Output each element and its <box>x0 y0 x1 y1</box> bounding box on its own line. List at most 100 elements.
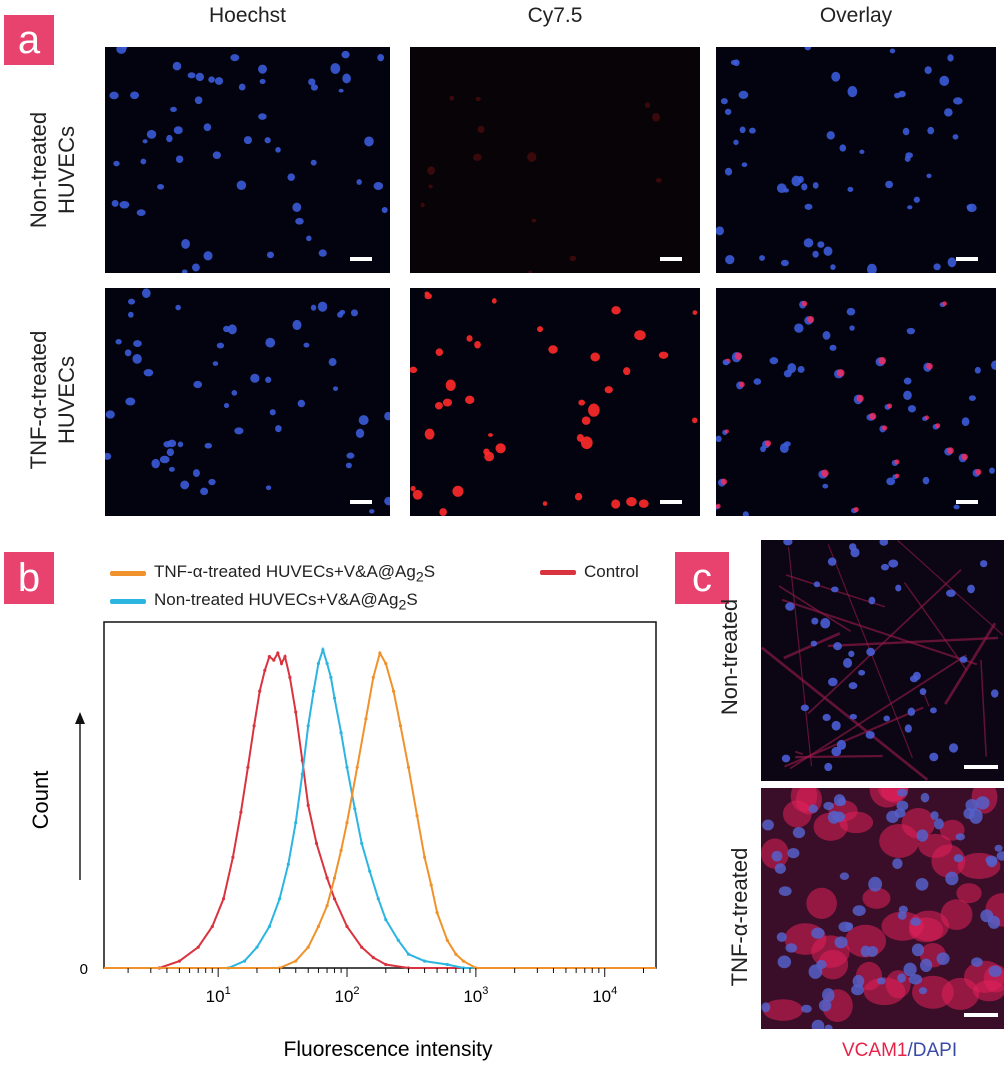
series-1-point-13 <box>329 675 333 679</box>
micrograph-hoechst-non-treated-svg-nucleus-53 <box>318 249 327 257</box>
micrograph-overlay-tnf-treated-svg-nucleus-15 <box>797 365 805 373</box>
micrograph-overlay-non-treated-svg-nucleus-28 <box>847 86 858 98</box>
micrograph-vcam-tnf-treated-svg-membrane-37 <box>918 833 953 858</box>
micrograph-overlay-tnf-treated-svg-red-spot-32 <box>836 369 845 377</box>
micrograph-cy75-tnf-treated-svg-nucleus-11 <box>638 499 649 508</box>
series-2-point-6 <box>339 848 343 852</box>
series-0-point-10 <box>263 668 267 672</box>
micrograph-overlay-non-treated-svg-nucleus-27 <box>791 175 802 187</box>
micrograph-hoechst-non-treated-svg-nucleus-19 <box>119 201 130 209</box>
micrograph-hoechst-non-treated-svg-nucleus-24 <box>373 181 384 191</box>
micrograph-cy75-non-treated-svg-nucleus-5 <box>531 218 537 223</box>
micrograph-vcam-tnf-treated-svg-nucleus-13 <box>996 851 1004 861</box>
micrograph-overlay-tnf-treated-svg-red-spot-23 <box>869 412 877 420</box>
micrograph-vcam-tnf-treated-svg-membrane-28 <box>806 887 837 919</box>
series-0-point-24 <box>360 945 364 949</box>
micrograph-hoechst-non-treated-svg-nucleus-4 <box>212 151 222 160</box>
micrograph-vcam-tnf-treated-svg-nucleus-66 <box>832 811 846 823</box>
micrograph-vcam-tnf-treated-svg-nucleus-64 <box>801 1004 812 1013</box>
micrograph-hoechst-tnf-treated-svg-nucleus-37 <box>269 409 276 416</box>
micrograph-vcam-tnf-treated-svg-nucleus-31 <box>822 988 835 1003</box>
micrograph-cy75-tnf-treated-svg-nucleus-33 <box>576 433 584 442</box>
series-1-point-21 <box>384 918 388 922</box>
micrograph-hoechst-tnf-treated-svg-nucleus-1 <box>303 342 310 348</box>
legend-label-tnf-sub: 2 <box>415 569 424 586</box>
micrograph-cy75-tnf-treated-svg-nucleus-37 <box>412 489 423 500</box>
micrograph-overlay-non-treated-svg-nucleus-21 <box>839 144 847 152</box>
micrograph-hoechst-non-treated-svg-nucleus-11 <box>308 78 316 86</box>
series-1-point-23 <box>406 952 411 956</box>
micrograph-cy75-tnf-treated-svg-nucleus-25 <box>488 433 493 437</box>
series-2-point-11 <box>378 651 382 655</box>
micrograph-vcam-tnf-treated-svg-nucleus-6 <box>987 915 1001 929</box>
micrograph-hoechst-non-treated-svg-nucleus-50 <box>381 206 388 214</box>
legend-label-non-treated: Non-treated HUVECs+V&A@Ag2S <box>154 590 418 613</box>
series-2-point-2 <box>306 945 310 949</box>
micrograph-vcam-tnf-treated-svg-membrane-38 <box>879 824 920 858</box>
micrograph-vcam-tnf-treated-svg-nucleus-67 <box>897 788 908 797</box>
micrograph-hoechst-non-treated-svg-nucleus-16 <box>113 160 120 167</box>
micrograph-hoechst-non-treated-svg-nucleus-44 <box>356 179 362 185</box>
micrograph-vcam-tnf-treated-svg-nucleus-59 <box>811 927 825 939</box>
micrograph-overlay-tnf-treated-svg-red-spot-12 <box>924 415 930 420</box>
micrograph-overlay-non-treated-svg-nucleus-51 <box>944 108 953 117</box>
micrograph-overlay-tnf-treated-svg-nucleus-51 <box>903 390 912 400</box>
micrograph-overlay-non-treated-svg-nucleus-8 <box>716 226 724 236</box>
series-0-point-16 <box>288 675 292 679</box>
micrograph-hoechst-tnf-treated-svg-nucleus-20 <box>177 441 184 448</box>
column-header-overlay: Overlay <box>819 4 893 27</box>
micrograph-vcam-non-treated-svg-nucleus-31 <box>980 560 988 568</box>
micrograph-vcam-non-treated-svg-nucleus-39 <box>800 704 809 712</box>
micrograph-overlay-tnf-treated-svg-nucleus-31 <box>903 377 912 385</box>
micrograph-overlay-non-treated-svg-nucleus-33 <box>933 263 941 271</box>
series-0-point-23 <box>345 924 349 929</box>
histogram-series-group <box>104 646 656 970</box>
micrograph-overlay-tnf-treated-svg-red-spot-27 <box>807 315 815 324</box>
micrograph-hoechst-non-treated-svg-nucleus-17 <box>310 159 317 166</box>
series-1-point-24 <box>423 959 427 963</box>
micrograph-overlay-tnf-treated-svg-nucleus-24 <box>968 395 976 402</box>
micrograph-vcam-non-treated-svg-fiber-16 <box>789 654 967 770</box>
legend-label-non-treated-suffix: S <box>406 590 418 609</box>
micrograph-overlay-tnf-treated-svg-red-spot-25 <box>935 423 941 429</box>
series-1-point-25 <box>445 962 449 967</box>
micrograph-hoechst-non-treated-svg-nucleus-13 <box>230 54 240 62</box>
x-tick-label-exp-3: 4 <box>611 985 617 997</box>
micrograph-vcam-tnf-treated-svg-nucleus-46 <box>771 850 783 862</box>
micrograph-cy75-non-treated-svg-nucleus-11 <box>428 184 433 189</box>
micrograph-vcam-tnf-treated-svg-nucleus-38 <box>860 945 871 957</box>
micrograph-vcam-non-treated-svg-nucleus-9 <box>813 581 821 588</box>
micrograph-vcam-tnf-treated-svg-nucleus-5 <box>908 974 923 985</box>
micrograph-overlay-tnf-treated-svg-nucleus-50 <box>794 323 804 333</box>
x-tick-label-base-3: 10 <box>592 987 611 1006</box>
micrograph-vcam-tnf-treated-svg-nucleus-41 <box>930 811 939 820</box>
micrograph-vcam-non-treated-svg-nucleus-44 <box>783 540 793 546</box>
micrograph-hoechst-non-treated-svg-nucleus-49 <box>238 83 246 91</box>
micrograph-vcam-non-treated-svg-nucleus-28 <box>912 671 921 681</box>
micrograph-hoechst-non-treated-svg-nucleus-46 <box>142 139 148 144</box>
series-1-point-11 <box>321 648 325 652</box>
micrograph-hoechst-non-treated-svg-nucleus-52 <box>287 173 296 181</box>
micrograph-hoechst-non-treated-svg-nucleus-40 <box>342 73 351 84</box>
series-1-point-7 <box>300 772 304 776</box>
micrograph-overlay-non-treated-svg-nucleus-16 <box>847 186 854 192</box>
micrograph-hoechst-tnf-treated-svg-nucleus-21 <box>297 399 306 408</box>
micrograph-overlay-non-treated-svg-nucleus-29 <box>902 127 910 136</box>
micrograph-vcam-non-treated-svg-nucleus-23 <box>865 730 875 739</box>
micrograph-overlay-tnf-treated-svg-red-spot-44 <box>882 425 888 431</box>
micrograph-hoechst-tnf-treated-svg-nucleus-19 <box>275 425 282 433</box>
micrograph-hoechst-non-treated-svg-nucleus-12 <box>264 137 271 144</box>
micrograph-cy75-non-treated-svg-nucleus-13 <box>528 270 533 273</box>
x-tick-label-exp-0: 1 <box>225 985 231 997</box>
micrograph-overlay-tnf-treated-svg-nucleus-30 <box>723 360 730 365</box>
micrograph-vcam-tnf-treated-svg-nucleus-24 <box>911 943 925 957</box>
micrograph-vcam-non-treated-svg-nucleus-7 <box>868 596 876 605</box>
series-2-point-18 <box>429 883 433 887</box>
micrograph-hoechst-non-treated-svg-nucleus-42 <box>166 134 173 143</box>
micrograph-overlay-tnf-treated-svg-red-spot-28 <box>734 352 743 360</box>
legend-item-control: Control <box>540 562 639 582</box>
micrograph-hoechst-non-treated-svg <box>109 47 388 273</box>
micrograph-vcam-tnf-treated-svg-nucleus-22 <box>811 1019 825 1029</box>
series-0-point-3 <box>210 924 214 929</box>
micrograph-vcam-non-treated-svg-nucleus-36 <box>858 669 866 676</box>
